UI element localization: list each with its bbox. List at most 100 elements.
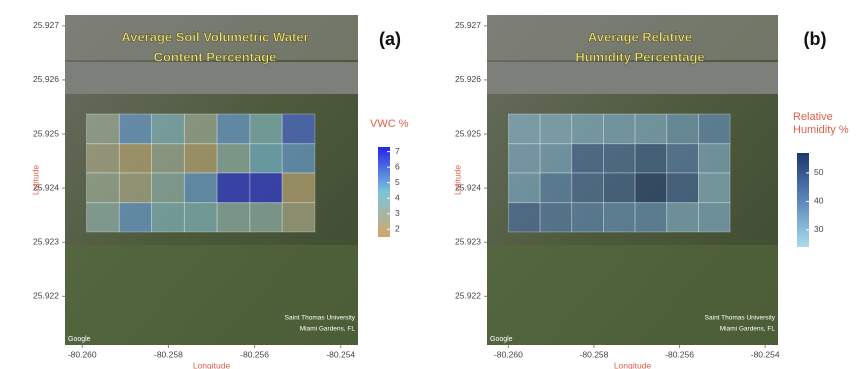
colorbar-tick-label: 5 [395, 177, 400, 187]
colorbar-title: VWC % [370, 118, 409, 130]
heat-cell [119, 203, 151, 232]
x-tick-label: -80.260 [68, 349, 97, 359]
colorbar-tick-label: 30 [814, 224, 824, 234]
panel-label: (b) [804, 29, 827, 49]
heat-cell [540, 173, 572, 203]
heat-cell [119, 173, 151, 203]
x-tick-label: -80.254 [751, 349, 780, 359]
heat-cell [572, 203, 604, 232]
y-tick-label: 25.925 [455, 128, 481, 138]
heat-cell [250, 173, 282, 203]
colorbar-tick-label: 6 [395, 161, 400, 171]
y-tick-label: 25.926 [33, 74, 59, 84]
y-tick-label: 25.925 [33, 128, 59, 138]
y-tick-label: 25.922 [33, 291, 59, 301]
page: 25.92725.92625.92525.92425.92325.922-80.… [0, 0, 859, 369]
heat-cell [508, 203, 540, 232]
heat-cell [667, 144, 699, 173]
heat-cell [667, 173, 699, 203]
colorbar-tick-label: 4 [395, 192, 400, 202]
x-tick-label: -80.254 [326, 349, 355, 359]
colorbar-tick-label: 7 [395, 146, 400, 156]
y-tick-label: 25.923 [455, 236, 481, 246]
map-attribution: Miami Gardens, FL [720, 326, 776, 333]
heat-cell [250, 144, 282, 173]
colorbar-tick-label: 40 [814, 196, 824, 206]
heat-cell [540, 114, 572, 144]
colorbar [378, 147, 390, 237]
heat-cell [698, 144, 730, 173]
chart-title: Content Percentage [154, 49, 277, 64]
x-tick-label: -80.256 [240, 349, 269, 359]
heat-cell [152, 203, 185, 232]
heat-cell [152, 114, 185, 144]
y-tick-label: 25.927 [33, 20, 59, 30]
colorbar-tick-label: 2 [395, 223, 400, 233]
heat-cell [698, 114, 730, 144]
heat-cell [603, 144, 635, 173]
map-source: Google [68, 336, 91, 343]
highway [65, 62, 358, 94]
heat-cell [87, 114, 120, 144]
heat-cell [250, 203, 282, 232]
heat-cell [603, 203, 635, 232]
chart-title: Humidity Percentage [575, 49, 704, 64]
heat-cell [250, 114, 282, 144]
heat-cell [603, 114, 635, 144]
heat-cell [119, 114, 151, 144]
heat-cell [87, 203, 120, 232]
heat-cell [152, 144, 185, 173]
heat-cell [217, 144, 250, 173]
x-axis-label: Longitude [614, 360, 652, 369]
heat-cell [635, 144, 667, 173]
heat-cell [572, 144, 604, 173]
heat-cell [508, 114, 540, 144]
heat-cell [184, 203, 217, 232]
chart-title: Average Relative [588, 29, 692, 44]
x-tick-label: -80.258 [580, 349, 609, 359]
figure: 25.92725.92625.92525.92425.92325.922-80.… [0, 0, 859, 369]
colorbar-title: Relative [793, 111, 833, 123]
heat-cell [282, 203, 315, 232]
x-tick-label: -80.256 [665, 349, 694, 359]
colorbar-title: Humidity % [793, 124, 849, 136]
heat-cell [119, 144, 151, 173]
heat-cell [635, 114, 667, 144]
heat-cell [282, 173, 315, 203]
heat-cell [184, 144, 217, 173]
map-source: Google [490, 336, 513, 343]
y-axis-label: Latitude [452, 165, 462, 196]
heat-cell [87, 144, 120, 173]
heat-cell [698, 173, 730, 203]
heat-cell [572, 114, 604, 144]
heat-cell [508, 144, 540, 173]
heat-cell [698, 203, 730, 232]
colorbar-tick-label: 3 [395, 208, 400, 218]
heat-cell [603, 173, 635, 203]
chart-title: Average Soil Volumetric Water [121, 29, 308, 44]
heat-cell [572, 173, 604, 203]
y-tick-label: 25.927 [455, 20, 481, 30]
heat-cell [508, 173, 540, 203]
heat-cell [152, 173, 185, 203]
x-tick-label: -80.260 [494, 349, 523, 359]
y-tick-label: 25.922 [455, 291, 481, 301]
map-attribution: Saint Thomas University [705, 315, 776, 322]
map-attribution: Saint Thomas University [285, 315, 356, 322]
heat-cell [217, 114, 250, 144]
x-axis-label: Longitude [193, 360, 231, 369]
colorbar-tick-label: 50 [814, 167, 824, 177]
heat-cell [667, 203, 699, 232]
heat-cell [184, 173, 217, 203]
heat-cell [217, 173, 250, 203]
panel-label: (a) [379, 29, 401, 49]
highway [487, 62, 778, 94]
heat-cell [87, 173, 120, 203]
heat-cell [635, 203, 667, 232]
y-tick-label: 25.926 [455, 74, 481, 84]
heat-cell [282, 114, 315, 144]
heat-cell [540, 144, 572, 173]
heat-cell [667, 114, 699, 144]
y-tick-label: 25.923 [33, 236, 59, 246]
y-axis-label: Latitude [30, 165, 40, 196]
